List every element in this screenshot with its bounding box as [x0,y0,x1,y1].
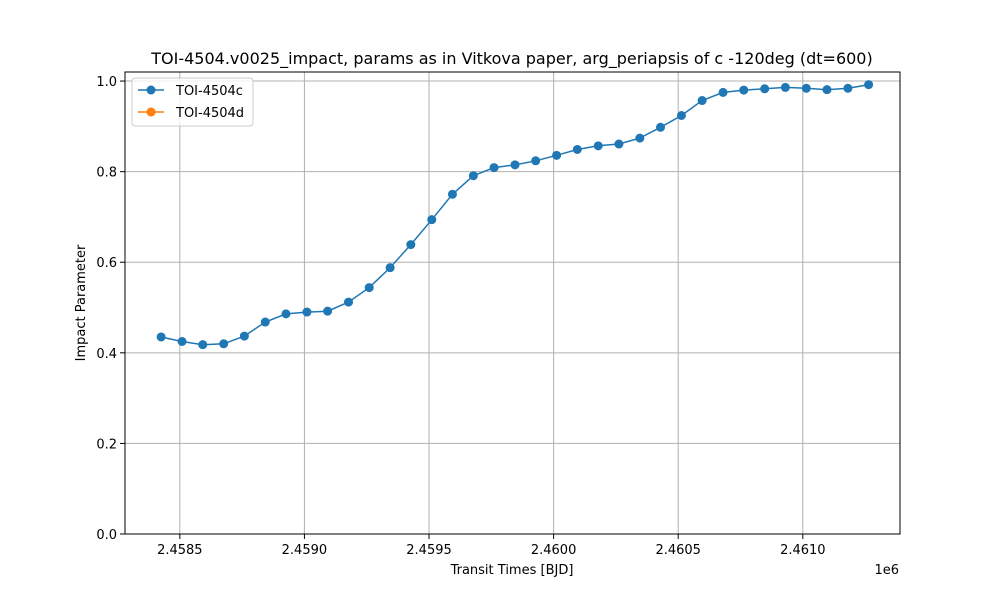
legend: TOI-4504c TOI-4504d [131,77,254,127]
data-point [635,133,645,143]
data-point [489,163,499,173]
y-axis-label: Impact Parameter [74,244,89,361]
x-tick-label: 2.4585 [157,543,203,558]
data-point [780,82,790,92]
legend-marker [146,107,156,117]
legend-label: TOI-4504d [175,106,244,121]
data-point [156,332,166,342]
chart-title: TOI-4504.v0025_impact, params as in Vitk… [150,49,872,69]
data-point [614,139,624,149]
data-point [364,283,374,293]
data-point [198,340,208,350]
data-point [843,83,853,93]
data-point [239,331,249,341]
data-point [739,85,749,95]
grid-lines [125,72,900,535]
data-point [760,84,770,94]
data-point [468,171,478,181]
x-axis-offset-label: 1e6 [874,563,899,578]
x-tick-label: 2.4600 [531,543,577,558]
data-point [219,339,229,349]
data-point [510,160,520,170]
data-point [447,189,457,199]
y-tick-label: 1.0 [96,75,117,90]
y-tick-label: 0.2 [96,437,117,452]
plot-frame [124,71,901,535]
data-point [385,263,395,273]
data-point [864,80,874,90]
data-point [656,122,666,132]
data-point [531,156,541,166]
x-tick-label: 2.4590 [282,543,328,558]
data-point [281,309,291,319]
plot-series [156,80,874,350]
x-axis-ticks: 2.4585 2.4590 2.4595 2.4600 2.4605 2.4610 [157,534,826,558]
data-point [676,110,686,120]
x-tick-label: 2.4605 [655,543,701,558]
x-tick-label: 2.4595 [406,543,452,558]
data-point [822,85,832,95]
data-point [177,337,187,346]
data-point [344,297,354,307]
data-point [593,141,603,151]
x-tick-label: 2.4610 [780,543,826,558]
x-axis-label: Transit Times [BJD] [450,563,574,578]
data-point [718,87,728,97]
y-tick-label: 0.6 [96,256,117,271]
y-tick-label: 0.8 [96,166,117,181]
y-tick-label: 0.0 [96,528,117,543]
data-point [572,144,582,154]
legend-marker [146,85,156,95]
y-axis-ticks: 0.0 0.2 0.4 0.6 0.8 1.0 [96,75,125,543]
series-line [160,83,869,346]
data-point [302,307,312,317]
data-point [406,240,416,250]
data-point [801,83,811,93]
data-point [323,306,333,316]
data-point [552,150,562,160]
data-point [427,215,437,225]
data-point [260,317,270,327]
legend-label: TOI-4504c [175,84,243,99]
data-point [697,96,707,106]
y-tick-label: 0.4 [96,347,117,362]
